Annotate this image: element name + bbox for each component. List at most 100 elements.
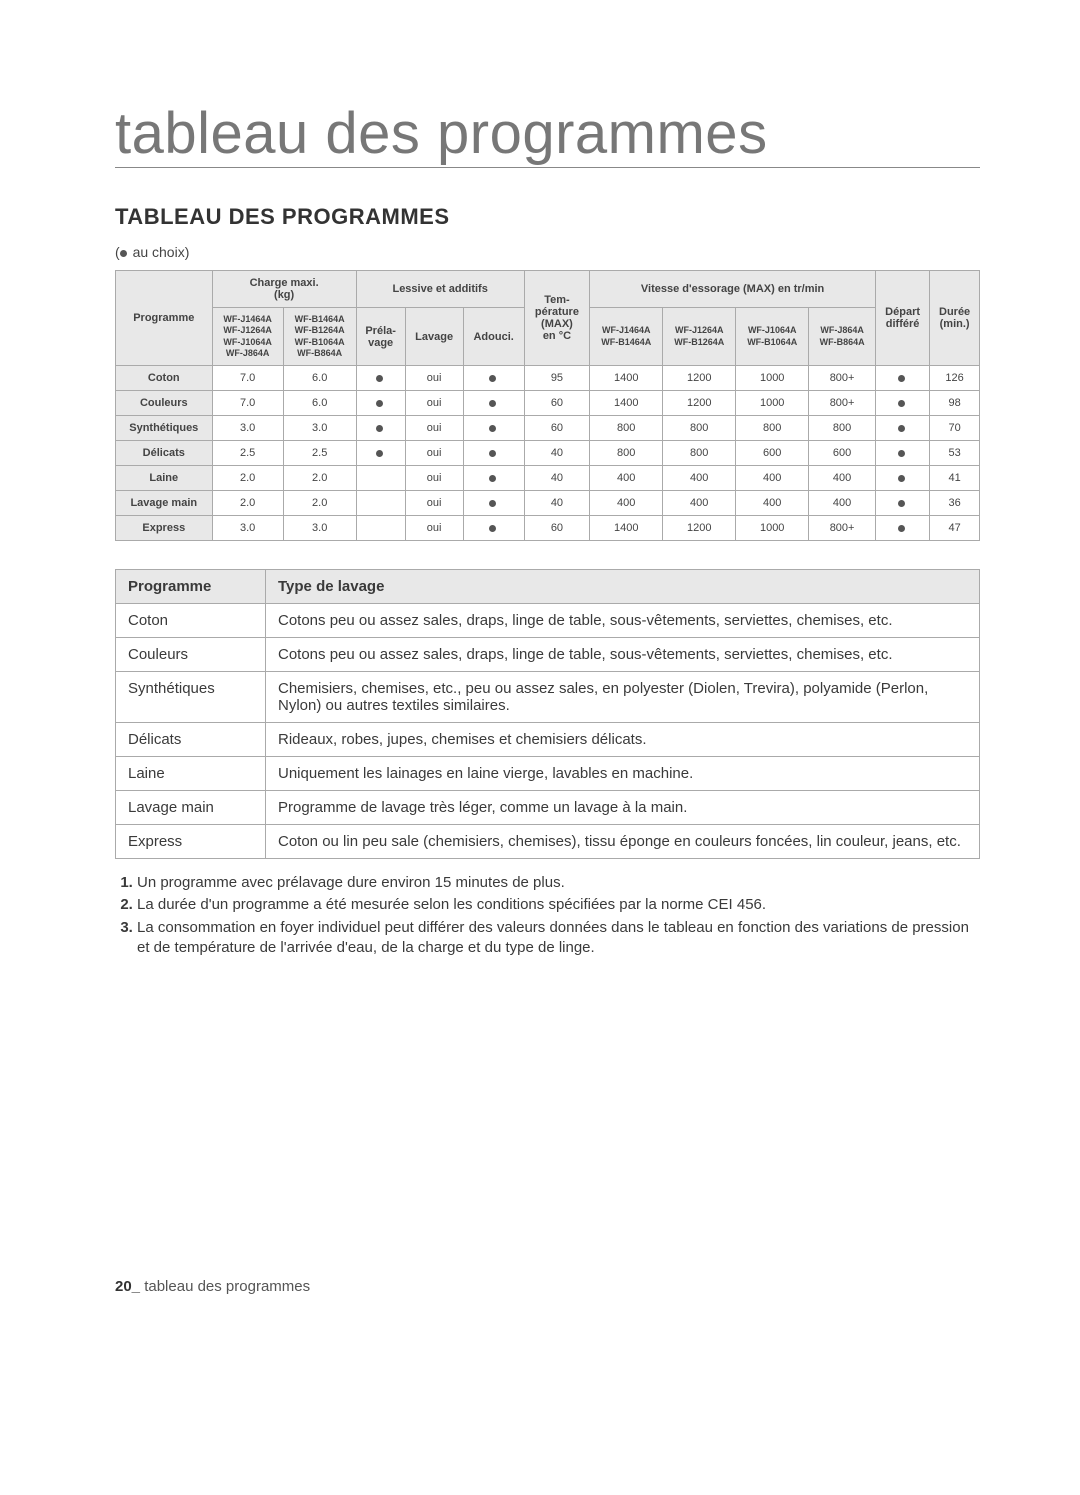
table-cell: 1400: [590, 391, 663, 416]
table-row: Lavage mainProgramme de lavage très lége…: [116, 791, 980, 825]
table-cell: [356, 516, 405, 541]
table-cell: 600: [809, 441, 876, 466]
desc-programme-name: Express: [116, 825, 266, 859]
table-cell: [463, 441, 524, 466]
table-row: SynthétiquesChemisiers, chemises, etc., …: [116, 672, 980, 723]
th-adouci: Adouci.: [463, 308, 524, 366]
table-row: Coton7.06.0oui95140012001000800+126: [116, 366, 980, 391]
table-cell: [463, 516, 524, 541]
table-cell: Synthétiques: [116, 416, 213, 441]
table-cell: 6.0: [283, 391, 356, 416]
th-models-a: WF-J1464A WF-J1264A WF-J1064A WF-J864A: [212, 308, 283, 366]
table-cell: 3.0: [283, 416, 356, 441]
table-cell: 47: [930, 516, 980, 541]
desc-programme-text: Cotons peu ou assez sales, draps, linge …: [266, 638, 980, 672]
table-cell: 400: [809, 491, 876, 516]
table-cell: 1000: [736, 366, 809, 391]
table-row: Délicats2.52.5oui4080080060060053: [116, 441, 980, 466]
table-cell: 60: [524, 416, 590, 441]
footer-label: tableau des programmes: [144, 1278, 310, 1295]
table-cell: 95: [524, 366, 590, 391]
bullet-icon: [489, 400, 496, 407]
table-cell: 53: [930, 441, 980, 466]
table-row: Express3.03.0oui60140012001000800+47: [116, 516, 980, 541]
table-cell: [463, 366, 524, 391]
table-cell: 400: [736, 466, 809, 491]
desc-programme-name: Délicats: [116, 723, 266, 757]
table-cell: [875, 466, 929, 491]
th-charge: Charge maxi. (kg): [212, 271, 356, 308]
desc-programme-text: Programme de lavage très léger, comme un…: [266, 791, 980, 825]
th-spin-m2: WF-J1264A WF-B1264A: [663, 308, 736, 366]
table-cell: [875, 491, 929, 516]
th-prelavage: Préla- vage: [356, 308, 405, 366]
table-cell: [463, 491, 524, 516]
note-item: La consommation en foyer individuel peut…: [137, 918, 980, 959]
bullet-icon: [489, 450, 496, 457]
table-cell: Coton: [116, 366, 213, 391]
table-cell: 40: [524, 441, 590, 466]
page-title: tableau des programmes: [115, 100, 980, 168]
table-cell: 6.0: [283, 366, 356, 391]
table-cell: 2.0: [212, 466, 283, 491]
bullet-icon: [898, 375, 905, 382]
bullet-icon: [898, 525, 905, 532]
table-cell: [356, 416, 405, 441]
th-desc-type: Type de lavage: [266, 570, 980, 604]
table-cell: 36: [930, 491, 980, 516]
table-cell: 400: [590, 491, 663, 516]
page-footer: 20_ tableau des programmes: [115, 1278, 980, 1295]
table-cell: 800: [736, 416, 809, 441]
table-cell: 1200: [663, 516, 736, 541]
bullet-icon: [489, 375, 496, 382]
table-cell: 1200: [663, 391, 736, 416]
table-cell: 800+: [809, 366, 876, 391]
th-duree: Durée (min.): [930, 271, 980, 366]
table-row: Synthétiques3.03.0oui6080080080080070: [116, 416, 980, 441]
table-cell: Délicats: [116, 441, 213, 466]
desc-programme-text: Coton ou lin peu sale (chemisiers, chemi…: [266, 825, 980, 859]
bullet-icon: [376, 400, 383, 407]
table-cell: oui: [405, 441, 463, 466]
table-cell: [356, 491, 405, 516]
table-cell: 400: [663, 491, 736, 516]
table-cell: 40: [524, 466, 590, 491]
table-cell: 7.0: [212, 366, 283, 391]
table-cell: Laine: [116, 466, 213, 491]
table-cell: 41: [930, 466, 980, 491]
table-cell: oui: [405, 366, 463, 391]
table-cell: [356, 441, 405, 466]
table-cell: oui: [405, 416, 463, 441]
table-cell: [875, 366, 929, 391]
table-cell: [463, 466, 524, 491]
table-cell: [875, 416, 929, 441]
note-item: La durée d'un programme a été mesurée se…: [137, 895, 980, 915]
bullet-icon: [489, 500, 496, 507]
th-models-b: WF-B1464A WF-B1264A WF-B1064A WF-B864A: [283, 308, 356, 366]
th-lessive: Lessive et additifs: [356, 271, 524, 308]
table-cell: 1400: [590, 366, 663, 391]
note-item: Un programme avec prélavage dure environ…: [137, 873, 980, 893]
bullet-icon: [898, 400, 905, 407]
table-cell: oui: [405, 516, 463, 541]
desc-programme-name: Laine: [116, 757, 266, 791]
table-cell: 800: [590, 441, 663, 466]
table-cell: 7.0: [212, 391, 283, 416]
table-cell: 800+: [809, 391, 876, 416]
bullet-icon: [898, 475, 905, 482]
desc-programme-name: Coton: [116, 604, 266, 638]
th-spin-m1: WF-J1464A WF-B1464A: [590, 308, 663, 366]
table-cell: 600: [736, 441, 809, 466]
table-cell: [356, 466, 405, 491]
table-cell: [463, 416, 524, 441]
table-cell: 2.5: [283, 441, 356, 466]
table-cell: 126: [930, 366, 980, 391]
table-row: CouleursCotons peu ou assez sales, draps…: [116, 638, 980, 672]
legend: ( au choix): [115, 244, 980, 260]
table-cell: 98: [930, 391, 980, 416]
table-cell: 1000: [736, 391, 809, 416]
programmes-table: Programme Charge maxi. (kg) Lessive et a…: [115, 270, 980, 541]
table-cell: 400: [663, 466, 736, 491]
table-cell: 400: [590, 466, 663, 491]
th-vitesse: Vitesse d'essorage (MAX) en tr/min: [590, 271, 876, 308]
